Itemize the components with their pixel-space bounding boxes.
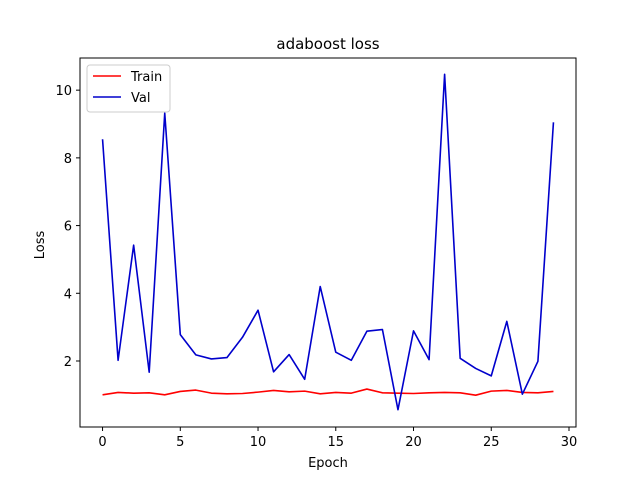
- x-axis-label: Epoch: [308, 456, 348, 471]
- axes-frame: [79, 57, 577, 428]
- x-tick-label: 25: [483, 435, 500, 450]
- plot-area: [79, 57, 577, 428]
- x-tick-label: 0: [98, 435, 106, 450]
- x-axis: 0 5 10 15 20 25 30: [98, 427, 577, 450]
- x-tick-label: 10: [250, 435, 267, 450]
- y-tick-label: 4: [64, 287, 72, 302]
- x-tick-label: 20: [405, 435, 422, 450]
- y-tick-label: 2: [64, 355, 72, 370]
- y-tick-label: 10: [55, 84, 72, 99]
- x-tick-label: 30: [561, 435, 578, 450]
- y-axis: 2 4 6 8 10: [55, 84, 80, 370]
- chart-title: adaboost loss: [276, 35, 379, 53]
- y-axis-label: Loss: [33, 231, 48, 260]
- series-line-val: [101, 73, 555, 411]
- x-tick-label: 15: [328, 435, 345, 450]
- y-tick-label: 6: [64, 220, 72, 235]
- series-line-train: [102, 388, 554, 396]
- legend-label-train: Train: [130, 70, 162, 85]
- legend-label-val: Val: [131, 91, 150, 106]
- series-lines: [101, 73, 555, 411]
- legend: Train Val: [86, 64, 171, 113]
- y-tick-label: 8: [64, 152, 72, 167]
- x-tick-label: 5: [176, 435, 184, 450]
